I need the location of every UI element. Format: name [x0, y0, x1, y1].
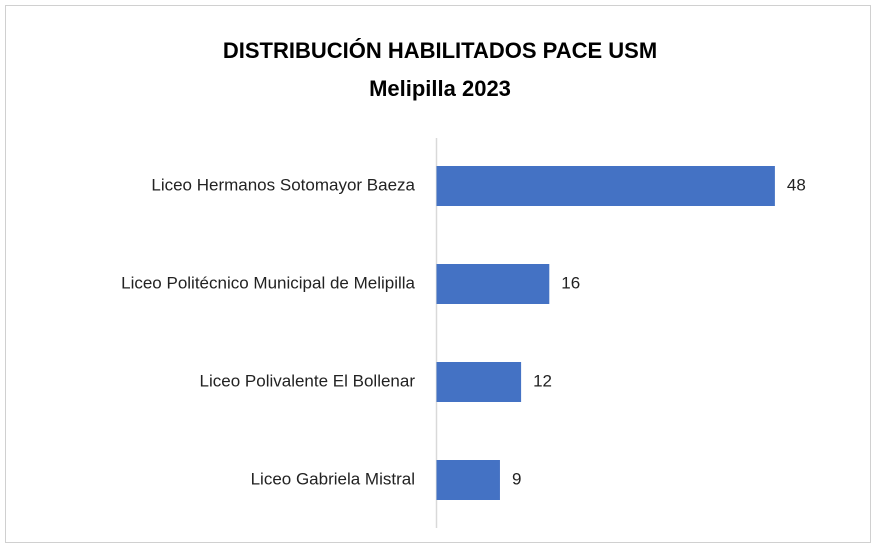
- y-tick-label: Liceo Polivalente El Bollenar: [200, 371, 416, 390]
- y-tick-label: Liceo Hermanos Sotomayor Baeza: [151, 175, 415, 194]
- bar: [436, 264, 550, 304]
- chart-title: Melipilla 2023: [369, 76, 511, 101]
- bar: [436, 166, 775, 206]
- bar: [436, 460, 500, 500]
- data-label: 9: [512, 469, 521, 488]
- bar: [436, 362, 522, 402]
- y-tick-label: Liceo Gabriela Mistral: [251, 469, 415, 488]
- data-label: 12: [533, 371, 552, 390]
- data-label: 48: [787, 175, 806, 194]
- chart-title: DISTRIBUCIÓN HABILITADOS PACE USM: [223, 38, 657, 63]
- data-label: 16: [561, 273, 580, 292]
- y-tick-label: Liceo Politécnico Municipal de Melipilla: [121, 273, 415, 292]
